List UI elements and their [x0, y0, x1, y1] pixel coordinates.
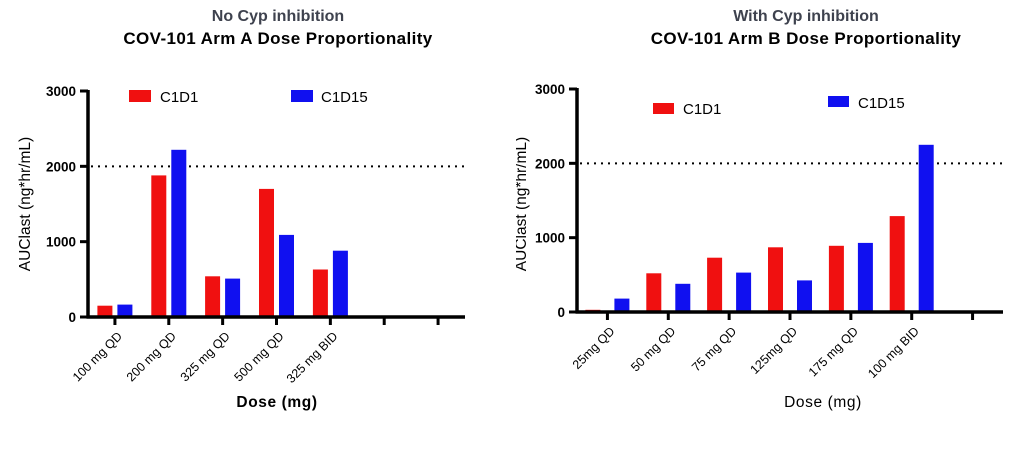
legend-label-c1d15: C1D15 — [858, 95, 905, 112]
bar-c1d1-125mg-qd — [768, 247, 783, 312]
bar-c1d15-75-mg-qd — [736, 272, 752, 312]
bar-c1d15-25mg-qd — [614, 298, 630, 312]
y-axis-title: AUClast (ng*hr/mL) — [516, 137, 530, 271]
bar-c1d15-325-mg-qd — [225, 278, 241, 317]
bar-c1d1-325-mg-qd — [205, 276, 221, 317]
bar-c1d1-200-mg-qd — [151, 175, 167, 317]
legend-label-c1d15: C1D15 — [321, 89, 368, 106]
y-tick-label: 1000 — [535, 231, 565, 246]
bar-c1d15-325-mg-bid — [332, 250, 348, 317]
x-tick-label: 100 mg QD — [70, 329, 125, 384]
legend-swatch-c1d1 — [653, 103, 674, 114]
legend-swatch-c1d15 — [828, 96, 849, 107]
x-tick-label: 200 mg QD — [124, 329, 179, 384]
bar-c1d1-325-mg-bid — [312, 269, 328, 317]
bar-c1d15-100-mg-bid — [918, 144, 934, 313]
x-tick-label: 325 mg BID — [284, 329, 341, 386]
x-axis-title: Dose (mg) — [784, 394, 862, 411]
bar-c1d15-175-mg-qd — [857, 242, 873, 312]
bar-c1d1-75-mg-qd — [707, 257, 723, 312]
legend-label-c1d1: C1D1 — [160, 89, 198, 106]
chart-titles: No Cyp inhibition COV-101 Arm A Dose Pro… — [78, 6, 478, 51]
y-tick-label: 0 — [557, 305, 565, 320]
x-tick-label: 50 mg QD — [628, 324, 678, 374]
bar-c1d1-100-mg-bid — [889, 216, 905, 312]
x-tick-label: 325 mg QD — [178, 329, 233, 384]
bar-c1d1-175-mg-qd — [828, 245, 844, 312]
y-tick-label: 2000 — [46, 159, 76, 174]
y-tick-label: 0 — [68, 310, 76, 325]
chart-subtitle: COV-101 Arm B Dose Proportionality — [650, 28, 962, 48]
bar-c1d1-500-mg-qd — [259, 188, 274, 317]
chart-no-cyp-inhibition: No Cyp inhibition COV-101 Arm A Dose Pro… — [17, 6, 478, 411]
x-tick-label: 75 mg QD — [689, 324, 739, 374]
chart-titles: With Cyp inhibition COV-101 Arm B Dose P… — [606, 6, 1006, 51]
x-tick-label: 125mg QD — [747, 324, 800, 377]
bar-c1d15-500-mg-qd — [279, 234, 294, 317]
bar-c1d15-125mg-qd — [797, 280, 812, 312]
chart-subtitle: COV-101 Arm A Dose Proportionality — [123, 28, 433, 48]
chart-with-cyp-inhibition: With Cyp inhibition COV-101 Arm B Dose P… — [516, 0, 1032, 453]
bar-c1d1-50-mg-qd — [646, 273, 662, 312]
x-tick-label: 175 mg QD — [806, 324, 861, 379]
legend-swatch-c1d1 — [129, 90, 151, 102]
x-tick-label: 25mg QD — [570, 324, 618, 372]
legend-swatch-c1d15 — [291, 90, 313, 102]
y-tick-label: 3000 — [46, 84, 76, 99]
bar-c1d1-100-mg-qd — [97, 305, 113, 317]
chart-title: With Cyp inhibition — [733, 8, 879, 25]
y-tick-label: 2000 — [535, 156, 565, 171]
chart-title: No Cyp inhibition — [211, 8, 345, 25]
y-tick-label: 3000 — [535, 82, 565, 97]
y-tick-label: 1000 — [46, 235, 76, 250]
plot-area: 0 1000 2000 3000 25mg QD 50 mg QD 75 mg QD 125m… — [516, 82, 1003, 411]
y-axis-title: AUClast (ng*hr/mL) — [17, 137, 34, 271]
x-axis-title: Dose (mg) — [236, 394, 317, 411]
x-tick-label: 100 mg BID — [865, 324, 922, 381]
bar-c1d15-200-mg-qd — [171, 149, 187, 317]
bar-c1d15-100-mg-qd — [117, 304, 133, 317]
bar-c1d15-50-mg-qd — [675, 283, 691, 312]
x-tick-label: 500 mg QD — [232, 329, 287, 384]
legend-label-c1d1: C1D1 — [683, 101, 721, 118]
